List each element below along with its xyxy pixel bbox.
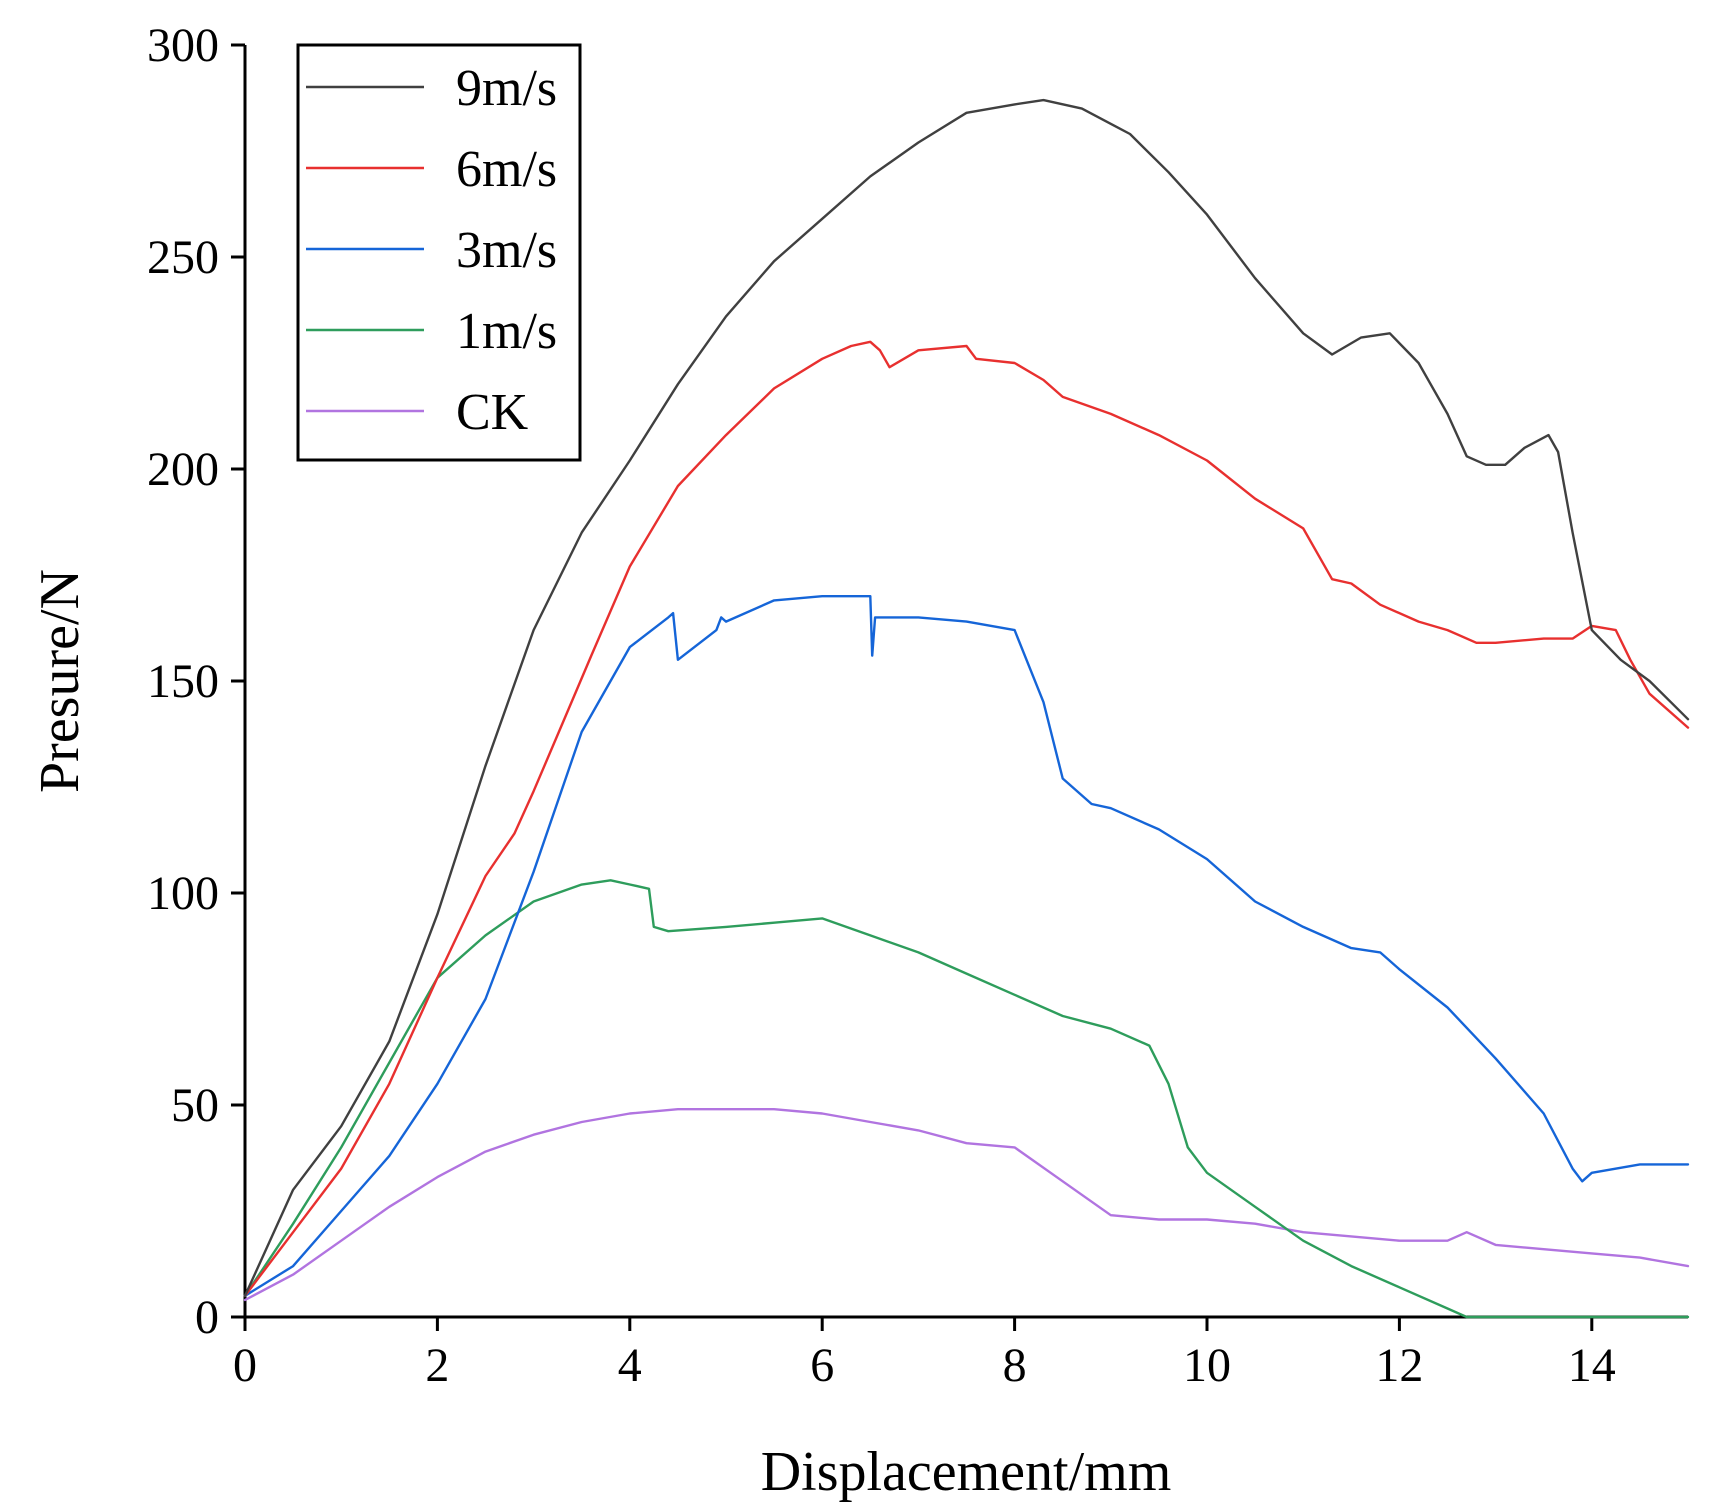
legend-box bbox=[296, 43, 582, 462]
y-tick-label-200: 200 bbox=[147, 443, 219, 496]
series-line-1m-s bbox=[243, 879, 1690, 1319]
x-tick-label-6: 6 bbox=[810, 1339, 834, 1392]
legend-label-ck: CK bbox=[456, 384, 529, 441]
legend-label-1m-s: 1m/s bbox=[456, 303, 557, 360]
x-axis-title: Displacement/mm bbox=[761, 1441, 1172, 1503]
x-tick-label-4: 4 bbox=[618, 1339, 642, 1392]
legend-items: 9m/s 6m/s 3m/s 1m/s CK bbox=[306, 60, 557, 441]
x-tick-label-8: 8 bbox=[1003, 1339, 1027, 1392]
x-tick-label-0: 0 bbox=[233, 1339, 257, 1392]
y-tick-label-100: 100 bbox=[147, 867, 219, 920]
x-tick-label-2: 2 bbox=[425, 1339, 449, 1392]
legend-label-6m-s: 6m/s bbox=[456, 141, 557, 198]
y-tick-label-300: 300 bbox=[147, 19, 219, 72]
x-tick-label-12: 12 bbox=[1375, 1339, 1423, 1392]
series-line-3m-s bbox=[243, 595, 1690, 1298]
legend-label-9m-s: 9m/s bbox=[456, 60, 557, 117]
x-tick-label-14: 14 bbox=[1568, 1339, 1616, 1392]
series-line-9m-s bbox=[243, 98, 1690, 1298]
y-ticks: 0 50 100 150 200 250 300 bbox=[147, 19, 245, 1344]
legend: 9m/s 6m/s 3m/s 1m/s CK bbox=[296, 43, 582, 462]
y-tick-label-50: 50 bbox=[171, 1079, 219, 1132]
y-tick-label-0: 0 bbox=[195, 1291, 219, 1344]
x-tick-label-10: 10 bbox=[1183, 1339, 1231, 1392]
y-tick-label-150: 150 bbox=[147, 655, 219, 708]
y-axis-title: Presure/N bbox=[29, 569, 91, 793]
y-tick-label-250: 250 bbox=[147, 231, 219, 284]
legend-label-3m-s: 3m/s bbox=[456, 222, 557, 279]
x-ticks: 0 2 4 6 8 10 12 14 bbox=[233, 1317, 1616, 1392]
series-line-6m-s bbox=[243, 340, 1690, 1298]
series-line-ck bbox=[243, 1107, 1690, 1302]
series-group bbox=[243, 98, 1690, 1319]
